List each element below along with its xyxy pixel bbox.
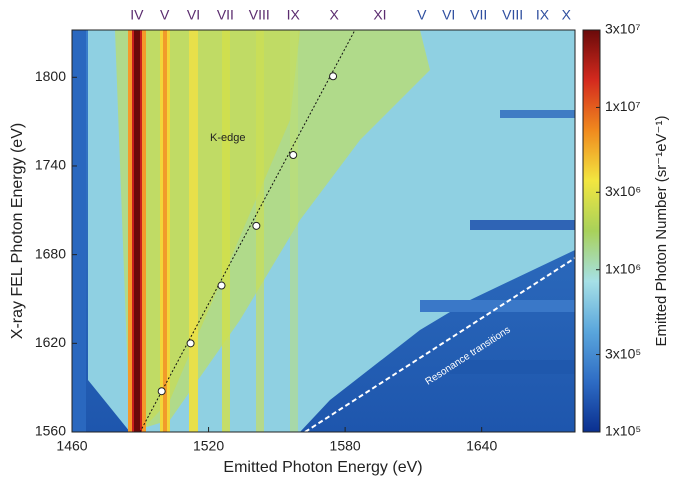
x-tick-label: 1520 <box>193 438 224 454</box>
x-axis-label: Emitted Photon Energy (eV) <box>223 459 422 476</box>
y-tick-label: 1740 <box>35 157 66 173</box>
top-label: VI <box>442 7 455 23</box>
top-label: IX <box>287 7 301 23</box>
y-tick-label: 1800 <box>35 68 66 84</box>
top-label: IV <box>130 7 144 23</box>
data-point <box>289 151 298 160</box>
top-label: V <box>160 7 170 23</box>
x-tick-label: 1640 <box>466 438 497 454</box>
top-label: VII <box>217 7 234 23</box>
colorbar-tick-label: 1x10⁶ <box>605 260 641 276</box>
x-tick-label: 1580 <box>330 438 361 454</box>
top-label: VIII <box>502 7 523 23</box>
colorbar-tick-label: 3x10⁷ <box>605 21 640 37</box>
colorbar-tick-label: 1x10⁷ <box>605 98 640 114</box>
y-axis-label: X-ray FEL Photon Energy (eV) <box>9 123 26 339</box>
top-label: X <box>562 7 572 23</box>
top-label: IX <box>536 7 550 23</box>
y-tick-label: 1620 <box>35 334 66 350</box>
data-point <box>329 72 338 81</box>
heatmap <box>71 29 576 433</box>
colorbar <box>582 29 601 433</box>
top-label: VIII <box>249 7 270 23</box>
data-point <box>252 221 261 230</box>
data-point <box>157 387 166 396</box>
colorbar-tick-label: 1x10⁵ <box>605 423 641 439</box>
top-label: XI <box>373 7 386 23</box>
colorbar-tick-label: 3x10⁶ <box>605 183 641 199</box>
top-label: V <box>417 7 427 23</box>
colorbar-label: Emitted Photon Number (sr⁻¹eV⁻¹) <box>653 116 670 347</box>
top-label: VI <box>187 7 200 23</box>
y-tick-label: 1680 <box>35 245 66 261</box>
y-tick-label: 1560 <box>35 423 66 439</box>
series-label: K-edge <box>210 132 245 144</box>
top-label: X <box>330 7 340 23</box>
colorbar-tick-label: 3x10⁵ <box>605 345 641 361</box>
x-tick-label: 1460 <box>56 438 87 454</box>
data-point <box>186 339 195 348</box>
top-label: VII <box>470 7 487 23</box>
data-point <box>217 281 226 290</box>
